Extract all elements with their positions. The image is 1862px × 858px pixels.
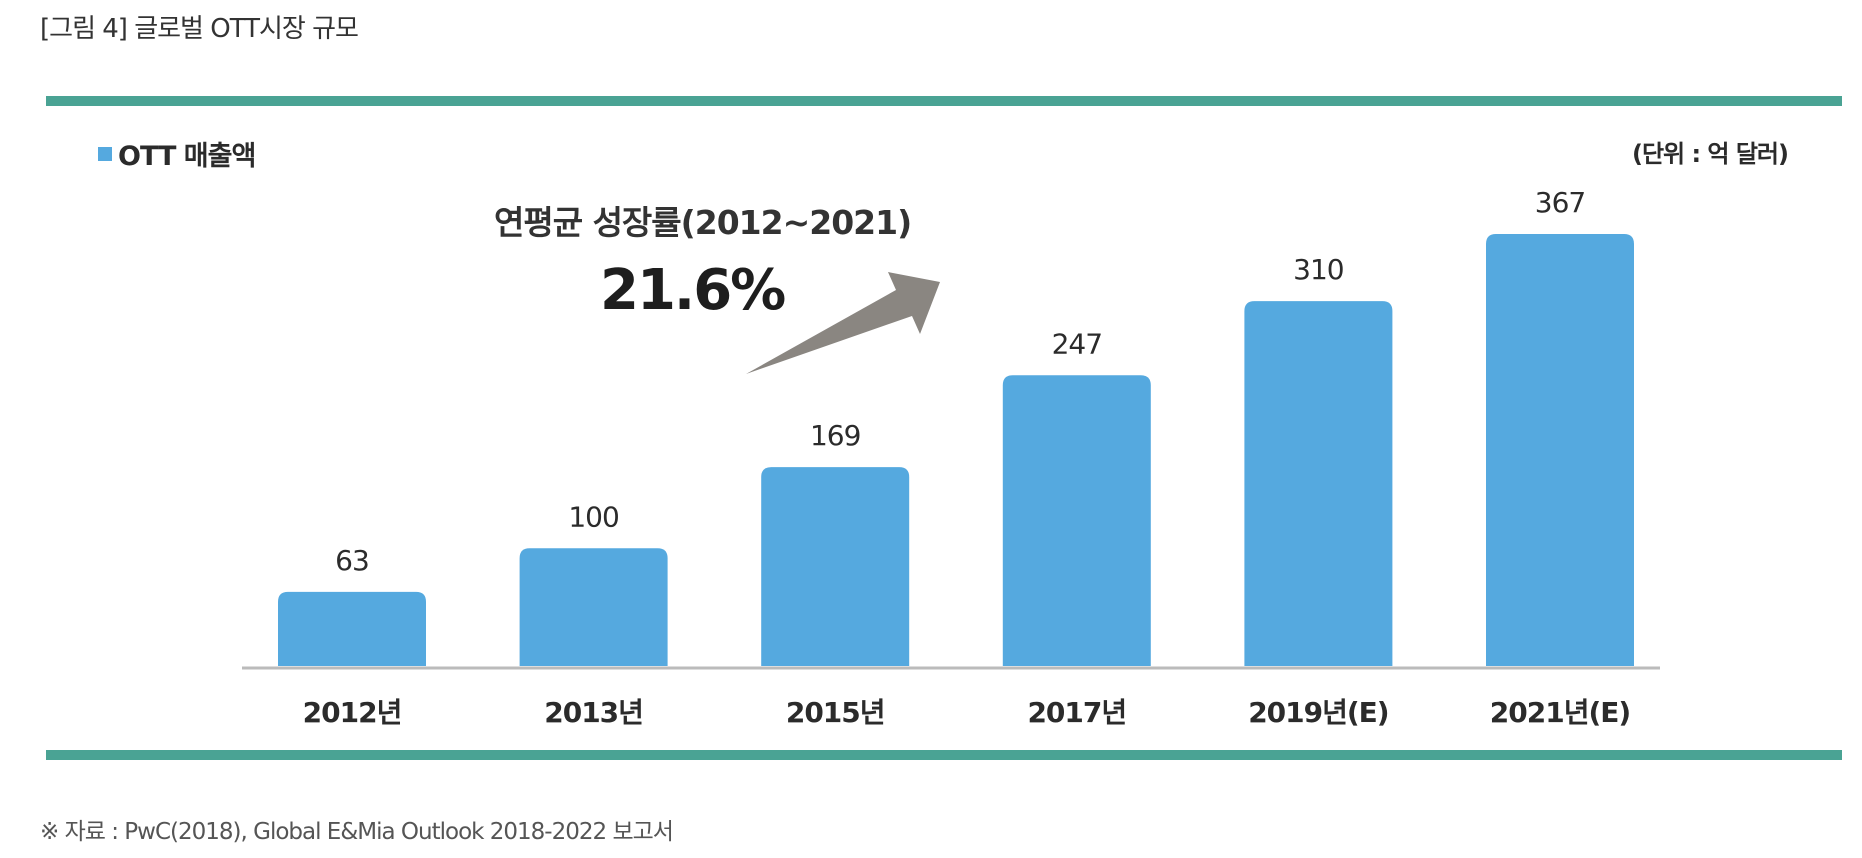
data-label-0: 63: [335, 544, 369, 577]
legend-swatch: [98, 146, 112, 161]
figure-title: [그림 4] 글로벌 OTT시장 규모: [40, 14, 359, 44]
bar-1: [519, 548, 668, 666]
bar-4: [1244, 301, 1393, 666]
data-label-4: 310: [1293, 253, 1343, 286]
legend: OTT 매출액: [98, 134, 256, 173]
x-tick-label-3: 2017년: [1027, 696, 1126, 729]
footnote: ※ 자료 : PwC(2018), Global E&Mia Outlook 2…: [40, 819, 674, 845]
bar-5: [1486, 234, 1634, 666]
growth-arrow-icon: [746, 272, 940, 374]
x-tick-label-1: 2013년: [544, 696, 643, 729]
x-tick-label-4: 2019년(E): [1248, 696, 1388, 729]
bar-0: [278, 591, 426, 666]
bar-2: [761, 467, 910, 666]
data-label-2: 169: [810, 419, 860, 452]
bar-3: [1002, 375, 1151, 666]
bars-layer: [278, 234, 1634, 666]
x-tick-label-0: 2012년: [303, 696, 402, 729]
cagr-value: 21.6%: [600, 258, 786, 323]
legend-label: OTT 매출액: [118, 141, 256, 172]
labels-layer: 63 2012년 100 2013년 169 2015년 247 2017년 310 2019년(…: [303, 186, 1632, 729]
unit-label: (단위 : 억 달러): [1631, 140, 1789, 168]
cagr-label: 연평균 성장률(2012~2021): [494, 203, 912, 242]
data-label-1: 100: [568, 500, 618, 533]
bottom-rule: [46, 750, 1842, 760]
x-tick-label-2: 2015년: [786, 696, 885, 729]
top-rule: [46, 96, 1842, 106]
data-label-5: 367: [1535, 186, 1585, 219]
x-tick-label-5: 2021년(E): [1490, 696, 1630, 729]
data-label-3: 247: [1052, 327, 1102, 360]
